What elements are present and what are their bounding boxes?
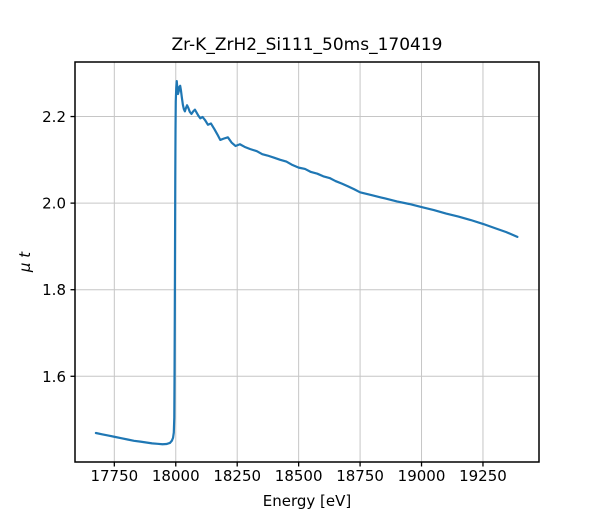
y-tick-label: 1.6 — [42, 368, 66, 386]
axis-tick-labels: 17750 18000 18250 18500 18750 19000 19250 1.6 1.… — [42, 108, 507, 485]
x-tick-label: 18250 — [213, 467, 261, 485]
y-tick-label: 2.2 — [42, 108, 66, 126]
axis-ticks — [70, 115, 484, 467]
y-tick-label: 2.0 — [42, 195, 66, 213]
x-tick-label: 18750 — [336, 467, 384, 485]
y-axis-label: μ t — [16, 251, 34, 273]
x-tick-label: 19000 — [398, 467, 446, 485]
x-tick-label: 18500 — [275, 467, 323, 485]
plot-title: Zr-K_ZrH2_Si111_50ms_170419 — [172, 35, 443, 55]
x-axis-label: Energy [eV] — [263, 492, 351, 510]
spectrum-line — [94, 79, 519, 446]
gridlines — [75, 62, 539, 462]
x-tick-label: 19250 — [459, 467, 507, 485]
spectrum-line-layer — [94, 79, 519, 446]
plot-border — [74, 61, 540, 463]
y-tick-label: 1.8 — [42, 281, 66, 299]
x-tick-label: 17750 — [90, 467, 138, 485]
x-tick-label: 18000 — [152, 467, 200, 485]
